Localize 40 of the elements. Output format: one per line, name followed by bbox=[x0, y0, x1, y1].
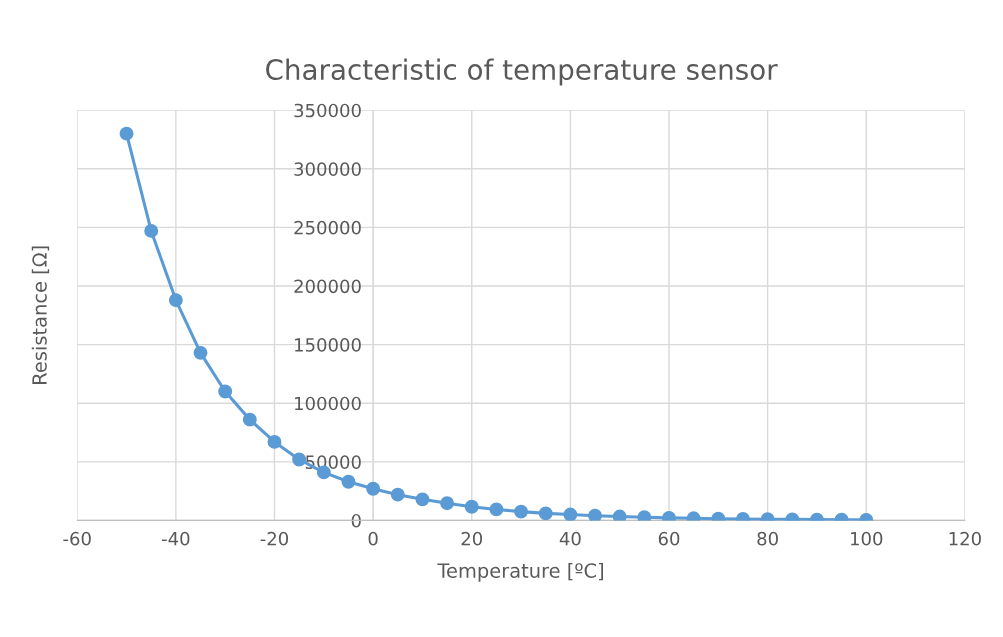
point bbox=[464, 499, 479, 514]
x-tick-label: 40 bbox=[559, 531, 581, 546]
point bbox=[193, 345, 208, 360]
point bbox=[242, 412, 257, 427]
point bbox=[415, 492, 430, 507]
point bbox=[440, 496, 455, 511]
x-tick-label: 80 bbox=[757, 531, 778, 546]
point bbox=[144, 223, 159, 238]
point bbox=[637, 510, 652, 521]
point bbox=[514, 504, 529, 519]
y-tick-label: 350000 bbox=[294, 103, 361, 118]
point bbox=[267, 434, 282, 449]
x-tick-label: 120 bbox=[949, 531, 981, 546]
point bbox=[119, 126, 134, 141]
x-tick-label: -20 bbox=[260, 531, 289, 546]
point bbox=[588, 508, 602, 521]
point bbox=[341, 474, 356, 489]
y-tick-label: 250000 bbox=[294, 220, 361, 235]
point bbox=[538, 506, 553, 521]
x-tick-label: 0 bbox=[368, 531, 378, 546]
y-axis-title: Resistance [Ω] bbox=[31, 246, 50, 384]
point bbox=[218, 384, 233, 399]
chart-title: Characteristic of temperature sensor bbox=[266, 58, 778, 86]
point bbox=[489, 502, 504, 517]
x-tick-label: 100 bbox=[851, 531, 883, 546]
y-tick-label: 100000 bbox=[295, 396, 361, 411]
x-tick-label: 60 bbox=[658, 531, 680, 546]
point bbox=[292, 452, 307, 467]
point bbox=[612, 509, 627, 521]
point bbox=[563, 507, 578, 521]
y-tick-label: 200000 bbox=[294, 279, 361, 294]
point bbox=[168, 293, 183, 308]
x-tick-label: 20 bbox=[461, 531, 483, 546]
point bbox=[390, 487, 405, 502]
x-tick-label: -40 bbox=[162, 531, 190, 546]
y-tick-label: 300000 bbox=[294, 162, 361, 176]
x-axis-title: Temperature [ºC] bbox=[437, 562, 604, 582]
y-tick-label: 150000 bbox=[295, 338, 361, 352]
point bbox=[366, 481, 381, 496]
x-tick-label: -60 bbox=[63, 531, 91, 546]
